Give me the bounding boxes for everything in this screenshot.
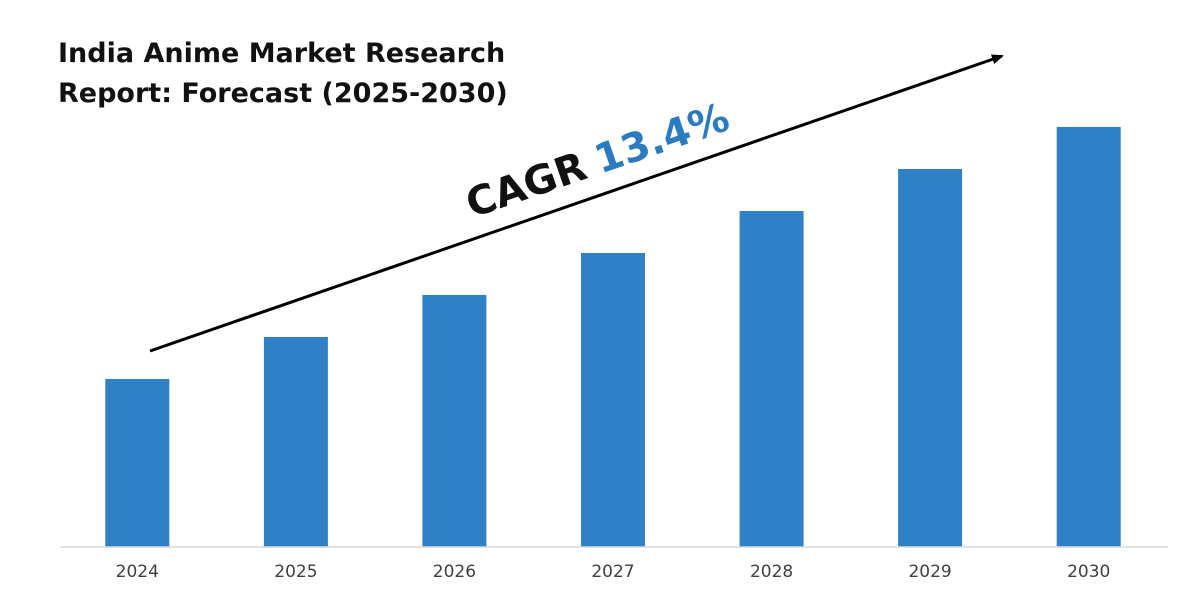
x-tick-label-2026: 2026 <box>433 562 476 582</box>
x-tick-labels: 2024 2025 2026 2027 2028 2029 2030 <box>116 562 1111 582</box>
growth-trend-arrow <box>149 54 1004 353</box>
bar-2024 <box>105 379 170 547</box>
bar-2027 <box>581 253 645 547</box>
x-tick-label-2029: 2029 <box>908 562 951 582</box>
bars-group <box>105 127 1121 547</box>
cagr-value: 13.4% <box>589 95 735 184</box>
x-tick-label-2025: 2025 <box>274 562 317 582</box>
bar-2026 <box>422 295 487 547</box>
x-tick-label-2030: 2030 <box>1067 562 1110 582</box>
x-tick-label-2028: 2028 <box>750 562 793 582</box>
chart-title-line-1: India Anime Market Research <box>58 38 505 69</box>
x-tick-label-2027: 2027 <box>591 562 634 582</box>
cagr-prefix: CAGR <box>460 144 592 228</box>
bar-2030 <box>1056 127 1121 547</box>
bar-2029 <box>898 169 963 547</box>
chart-title-line-2: Report: Forecast (2025-2030) <box>58 78 508 109</box>
bar-2028 <box>739 211 804 547</box>
cagr-annotation: CAGR13.4% <box>460 95 735 228</box>
x-tick-label-2024: 2024 <box>116 562 159 582</box>
bar-2025 <box>263 337 328 547</box>
